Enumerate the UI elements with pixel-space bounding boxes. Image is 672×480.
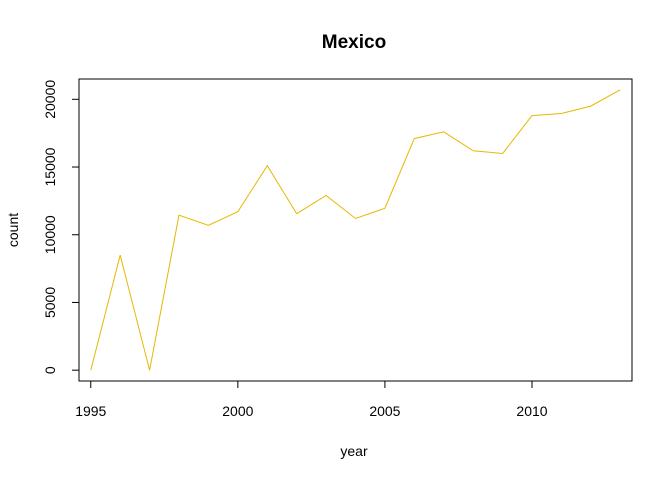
x-tick-label: 2000 <box>222 403 253 419</box>
y-tick-label: 5000 <box>42 287 58 318</box>
y-axis: 0 5000 10000 15000 20000 <box>42 80 80 374</box>
y-tick-label: 20000 <box>42 80 58 119</box>
series-layer <box>90 89 621 371</box>
x-axis-label: year <box>340 443 368 459</box>
y-tick-label: 10000 <box>42 215 58 254</box>
x-tick-label: 1995 <box>75 403 106 419</box>
y-axis-label: count <box>5 213 21 247</box>
y-tick-label: 15000 <box>42 147 58 186</box>
x-axis: 1995 2000 2005 2010 <box>75 380 548 419</box>
x-tick-label: 2005 <box>369 403 400 419</box>
chart-title: Mexico <box>322 32 386 53</box>
series-line <box>90 89 621 371</box>
x-tick-label: 2010 <box>516 403 547 419</box>
plot-frame <box>78 78 633 382</box>
y-tick-label: 0 <box>42 366 58 374</box>
